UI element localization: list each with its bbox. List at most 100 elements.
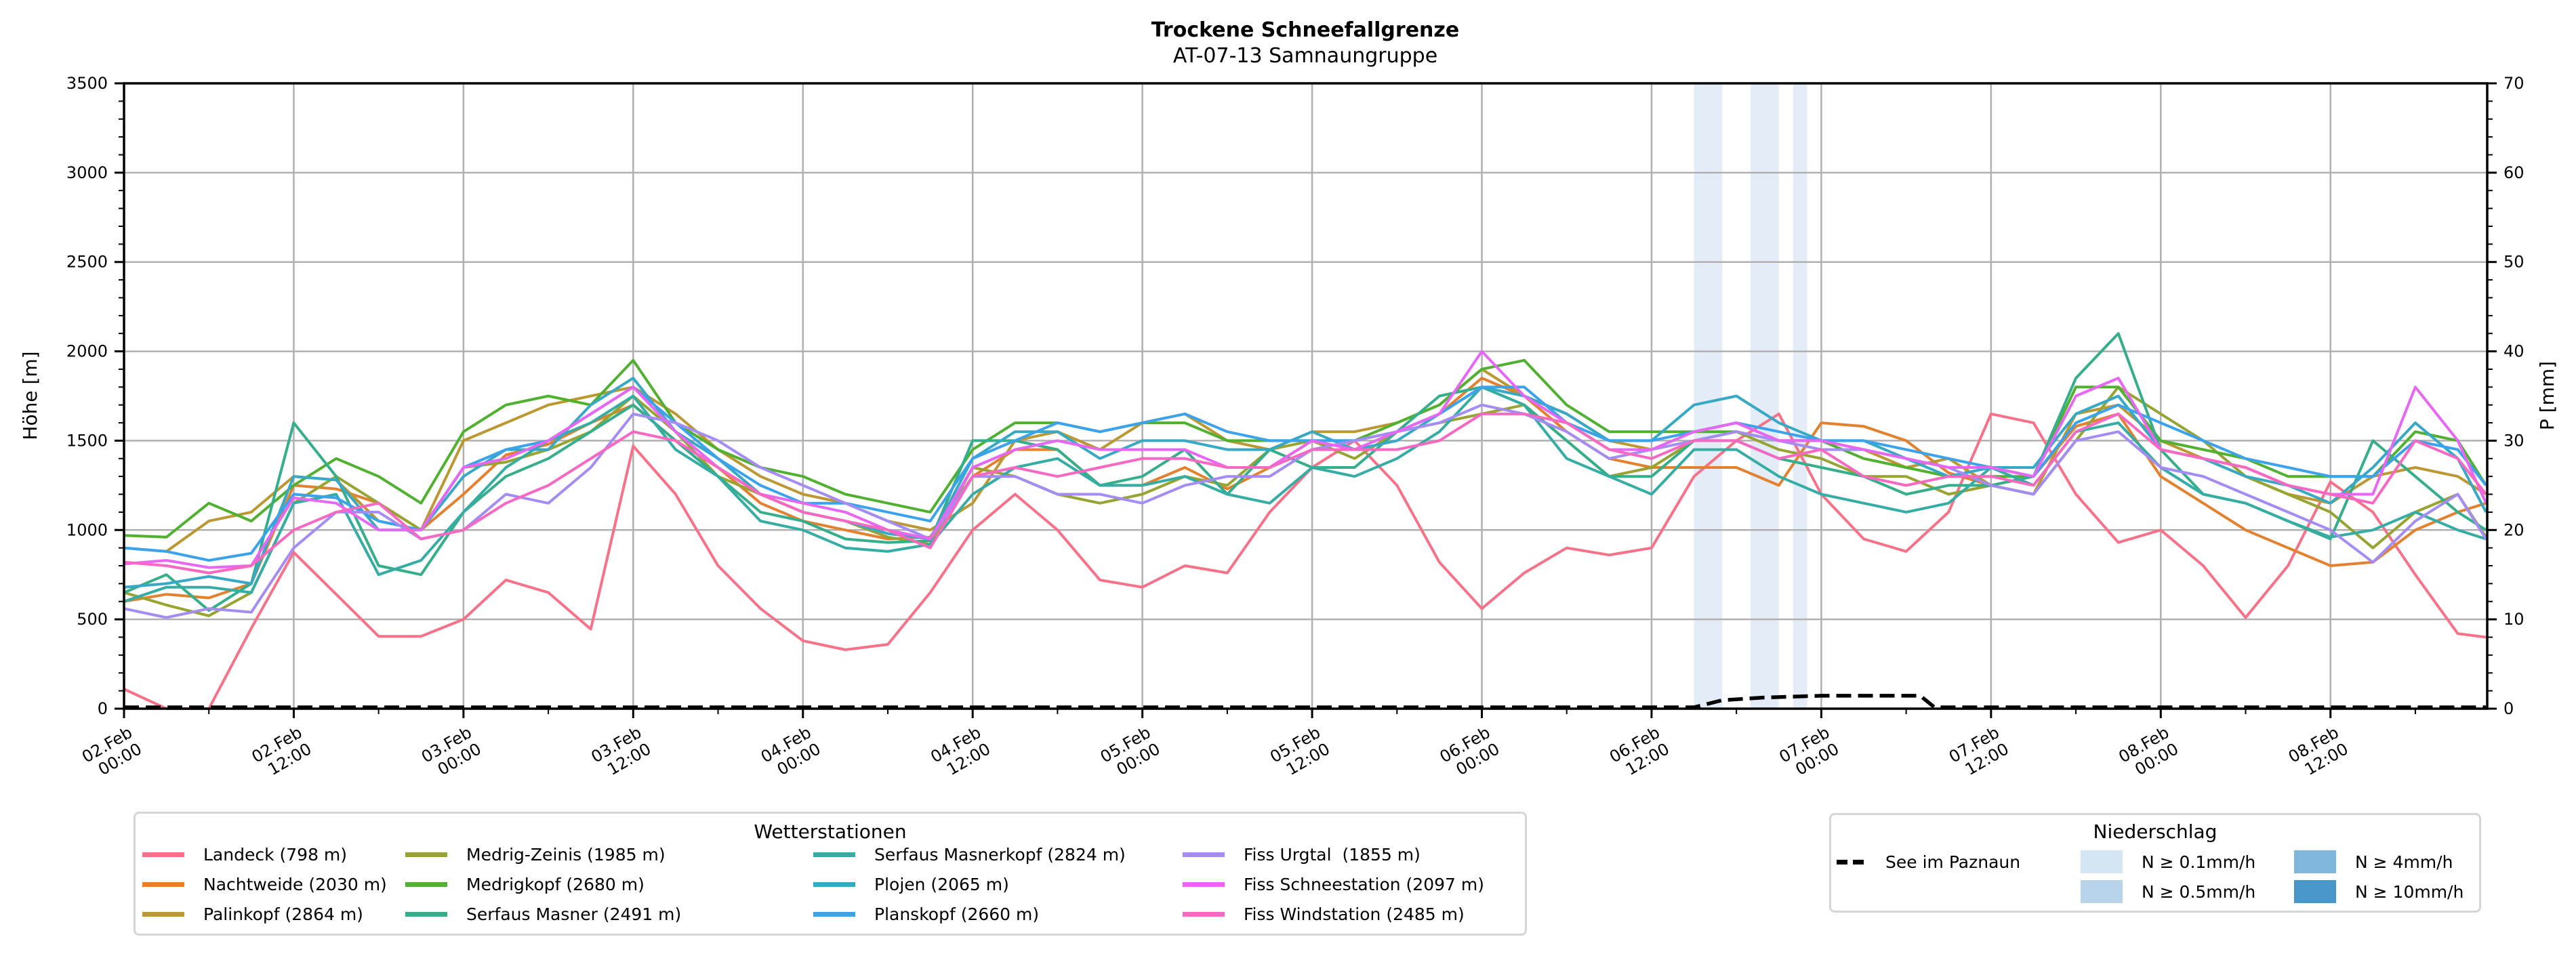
legend-label: Medrigkopf (2680 m) — [466, 875, 645, 894]
chart-title: Trockene Schneefallgrenze — [1151, 18, 1459, 42]
legend-item-station: Serfaus Masnerkopf (2824 m) — [813, 845, 1126, 865]
legend-label: Nachtweide (2030 m) — [203, 875, 387, 894]
precipitation-band — [1793, 83, 1807, 709]
y-right-tick-label: 10 — [2503, 610, 2524, 629]
legend-item-station: Fiss Urgtal (1855 m) — [1183, 845, 1420, 865]
precipitation-band — [1694, 83, 1723, 709]
station-line-swatch — [142, 882, 184, 887]
precipitation-bands — [1694, 83, 1807, 709]
y-tick-label: 1500 — [66, 431, 108, 450]
legend-label: Fiss Schneestation (2097 m) — [1244, 875, 1484, 894]
legend-label: Plojen (2065 m) — [874, 875, 1009, 894]
legend-item-station: Fiss Schneestation (2097 m) — [1183, 875, 1484, 894]
y-axis-label: Höhe [m] — [19, 351, 41, 440]
precip-swatch — [2081, 880, 2123, 903]
legend-item-station: Serfaus Masner (2491 m) — [405, 904, 681, 924]
station-legend: Wetterstationen Landeck (798 m) Nachtweid… — [134, 812, 1527, 936]
station-line-swatch — [405, 882, 447, 887]
lake-dashed-line — [124, 694, 2487, 709]
series-line — [123, 358, 2487, 539]
station-line-swatch — [142, 852, 184, 857]
legend-label: Serfaus Masnerkopf (2824 m) — [874, 845, 1126, 865]
y-tick-label: 500 — [77, 610, 108, 629]
station-line-swatch — [813, 912, 855, 917]
chart-subtitle: AT-07-13 Samnaungruppe — [1173, 44, 1437, 68]
y-right-tick-label: 0 — [2503, 699, 2514, 718]
y-right-tick-label: 20 — [2503, 520, 2524, 539]
station-line-swatch — [405, 852, 447, 857]
legend-label: Fiss Windstation (2485 m) — [1244, 904, 1465, 924]
y-right-tick-label: 50 — [2503, 253, 2524, 272]
precip-swatch — [2081, 850, 2123, 873]
lake-series — [124, 694, 2487, 709]
station-line-swatch — [142, 912, 184, 917]
y-right-tick-label: 40 — [2503, 342, 2524, 361]
series-line — [123, 377, 2488, 589]
plot-frame — [123, 82, 2489, 710]
station-line-swatch — [1183, 882, 1225, 887]
legend-label: N ≥ 4mm/h — [2355, 852, 2453, 872]
legend-item-station: Landeck (798 m) — [142, 845, 347, 865]
station-legend-title: Wetterstationen — [754, 820, 907, 843]
station-line-swatch — [405, 912, 447, 917]
y-right-tick-label: 30 — [2503, 431, 2524, 450]
legend-label: N ≥ 0.1mm/h — [2142, 852, 2256, 872]
station-line-swatch — [813, 882, 855, 887]
precip-legend-title: Niederschlag — [2093, 820, 2217, 843]
legend-label: Palinkopf (2864 m) — [203, 904, 363, 924]
legend-item-lake: See im Paznaun — [1837, 850, 2020, 873]
legend-label: Landeck (798 m) — [203, 845, 348, 865]
station-line-swatch — [813, 852, 855, 857]
series-line — [123, 412, 2487, 575]
legend-item-precip-1: N ≥ 0.5mm/h — [2081, 880, 2255, 903]
precip-legend: Niederschlag See im Paznaun N ≥ 0.1mm/h … — [1829, 813, 2481, 913]
y-tick-label: 3500 — [66, 74, 108, 93]
legend-item-station: Palinkopf (2864 m) — [142, 904, 363, 924]
y-tick-label: 2500 — [66, 253, 108, 272]
legend-item-station: Plojen (2065 m) — [813, 875, 1009, 894]
legend-item-station: Planskopf (2660 m) — [813, 904, 1039, 924]
y-right-tick-labels: 0 10 20 30 40 50 60 70 — [2503, 74, 2524, 718]
dashed-line-swatch — [1837, 859, 1864, 865]
series-lines — [123, 332, 2488, 710]
legend-item-precip-2: N ≥ 4mm/h — [2294, 850, 2453, 873]
station-line-swatch — [1183, 852, 1225, 857]
legend-item-station: Medrigkopf (2680 m) — [405, 875, 645, 894]
precipitation-band — [1751, 83, 1779, 709]
legend-item-station: Medrig-Zeinis (1985 m) — [405, 845, 666, 865]
legend-label: Planskopf (2660 m) — [874, 904, 1040, 924]
y-tick-label: 1000 — [66, 520, 108, 539]
legend-item-precip-3: N ≥ 10mm/h — [2294, 880, 2463, 903]
y-right-tick-label: 70 — [2503, 74, 2524, 93]
legend-item-precip-0: N ≥ 0.1mm/h — [2081, 850, 2255, 873]
legend-label: Serfaus Masner (2491 m) — [466, 904, 682, 924]
y-right-tick-label: 60 — [2503, 163, 2524, 182]
legend-label: Fiss Urgtal (1855 m) — [1244, 845, 1420, 865]
y-right-axis-label: P [mm] — [2536, 361, 2558, 430]
y-tick-label: 0 — [98, 699, 108, 718]
series-line — [123, 386, 2487, 603]
y-tick-label: 3000 — [66, 163, 108, 182]
legend-label: See im Paznaun — [1885, 852, 2021, 872]
legend-item-station: Nachtweide (2030 m) — [142, 875, 387, 894]
legend-label: N ≥ 0.5mm/h — [2142, 881, 2256, 902]
legend-label: Medrig-Zeinis (1985 m) — [466, 845, 666, 865]
legend-item-station: Fiss Windstation (2485 m) — [1183, 904, 1465, 924]
precip-swatch — [2294, 850, 2336, 873]
